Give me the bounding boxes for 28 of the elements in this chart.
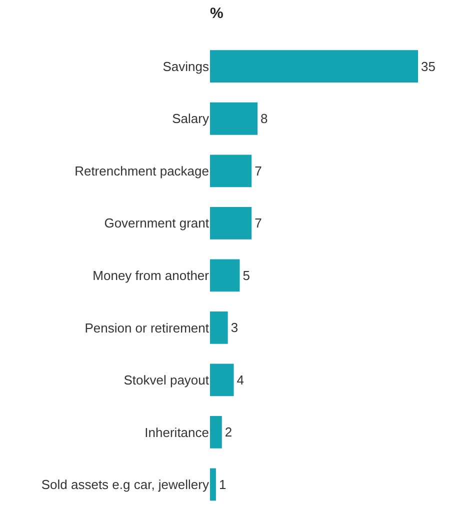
bar — [210, 416, 222, 448]
data-label: 2 — [224, 424, 232, 440]
y-tick-label: Inheritance — [144, 424, 209, 440]
bar — [210, 311, 228, 344]
data-label: 3 — [230, 320, 238, 336]
data-label: 4 — [236, 372, 244, 388]
y-tick-label: Savings — [162, 58, 210, 74]
bar — [210, 468, 216, 501]
y-tick-label: Retrenchment package — [74, 163, 209, 178]
y-tick-label: Pension or retirement — [84, 320, 210, 336]
data-label: 7 — [254, 163, 262, 178]
bar — [210, 50, 418, 83]
y-tick-label: Sold assets e.g car, jewellery — [41, 477, 210, 492]
y-tick-label: Money from another — [92, 268, 210, 283]
bar — [210, 154, 252, 188]
bar — [210, 259, 240, 292]
bar — [210, 102, 258, 135]
bar — [210, 206, 252, 240]
data-label: 7 — [254, 216, 262, 231]
y-tick-label: Government grant — [104, 216, 210, 231]
bar — [210, 364, 234, 396]
chart-title: % — [210, 5, 224, 22]
data-label: 35 — [421, 58, 436, 74]
y-tick-label: Salary — [172, 111, 210, 126]
y-tick-label: Stokvel payout — [124, 372, 210, 388]
data-label: 8 — [260, 111, 268, 126]
data-label: 1 — [218, 476, 226, 492]
data-label: 5 — [242, 268, 250, 283]
